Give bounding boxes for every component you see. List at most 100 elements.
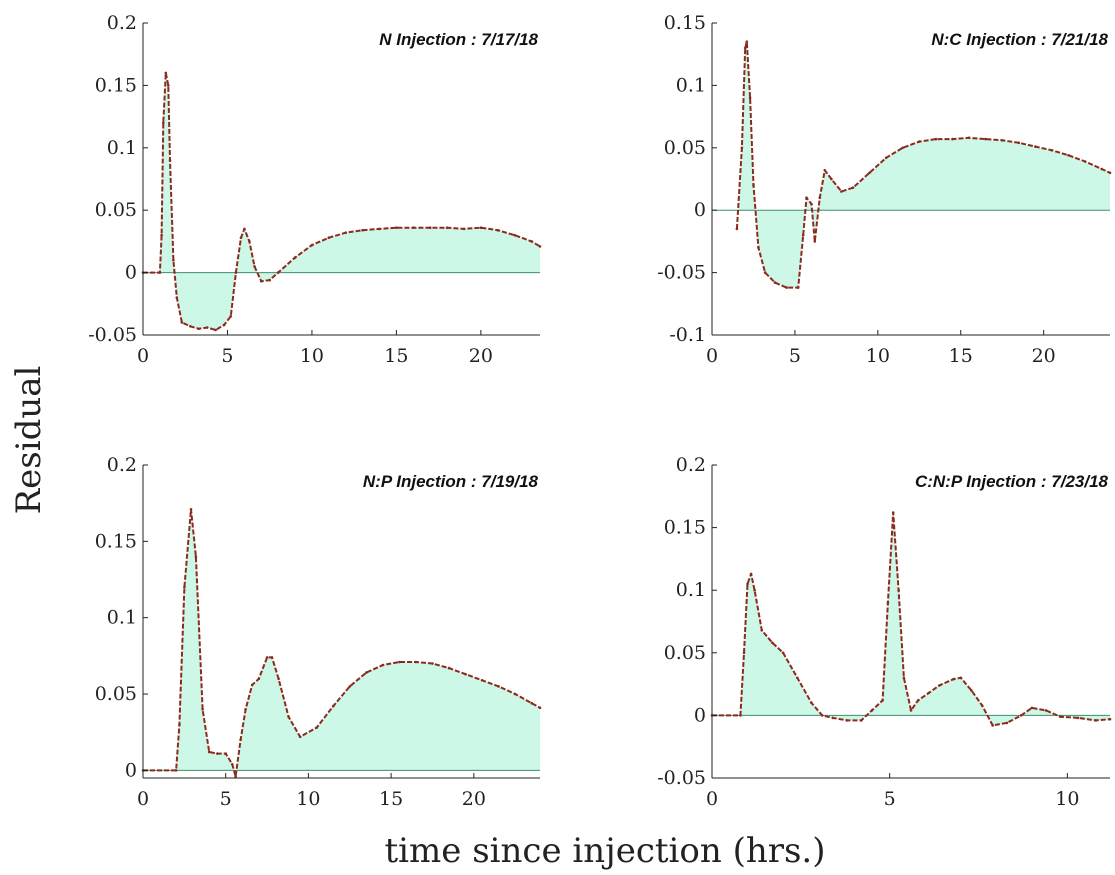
data-point <box>745 40 749 43</box>
y-tick-label: 0 <box>125 759 137 781</box>
data-point <box>959 676 963 680</box>
data-point <box>277 677 280 681</box>
data-point <box>881 699 884 702</box>
residual-area <box>143 72 540 331</box>
data-point <box>361 228 364 232</box>
data-point <box>1017 141 1021 145</box>
data-point <box>479 226 483 229</box>
data-point <box>1059 715 1062 718</box>
data-point <box>248 240 251 243</box>
data-point <box>538 245 542 248</box>
data-point <box>743 46 747 50</box>
y-tick-label: 0 <box>125 262 137 284</box>
residual-area <box>143 509 540 777</box>
data-point <box>1076 716 1080 720</box>
data-point <box>781 651 785 655</box>
data-point <box>1083 160 1087 163</box>
data-point <box>331 704 335 708</box>
data-point <box>167 84 170 87</box>
y-tick-label: -0.05 <box>88 324 137 346</box>
data-point <box>172 258 175 262</box>
x-tick-label: 10 <box>1055 788 1079 810</box>
data-point <box>868 171 871 175</box>
y-tick-label: 0.15 <box>95 74 137 96</box>
data-point <box>496 228 500 232</box>
data-point <box>771 641 774 645</box>
data-point <box>991 724 994 727</box>
data-point <box>796 286 800 289</box>
data-point <box>530 240 533 243</box>
data-point <box>967 136 971 140</box>
data-point <box>746 582 749 586</box>
data-point <box>748 96 752 100</box>
data-point <box>158 271 162 274</box>
data-point <box>365 671 368 674</box>
y-tick-label: 0.05 <box>95 683 137 705</box>
y-tick-label: 0.1 <box>676 74 706 96</box>
y-tick-label: 0.05 <box>664 642 706 664</box>
data-point <box>752 183 755 187</box>
data-point <box>909 709 913 712</box>
data-point <box>168 159 172 162</box>
data-point <box>823 169 827 172</box>
data-point <box>412 226 415 229</box>
data-point <box>293 256 297 259</box>
data-point <box>760 629 764 632</box>
data-point <box>891 511 895 514</box>
data-point <box>735 227 739 231</box>
data-point <box>818 196 822 199</box>
data-point <box>431 662 434 665</box>
data-point <box>445 226 449 229</box>
x-tick-label: 0 <box>706 788 718 810</box>
data-point <box>270 656 274 659</box>
y-tick-label: -0.1 <box>669 324 706 346</box>
data-point <box>820 714 824 717</box>
data-point <box>927 691 931 695</box>
data-point <box>801 233 805 237</box>
data-point <box>845 719 849 722</box>
data-point <box>189 325 192 328</box>
panel-title: N Injection : 7/17/18 <box>379 30 538 49</box>
x-tick-label: 15 <box>384 345 408 367</box>
data-point <box>1094 719 1098 722</box>
data-point <box>381 663 385 667</box>
data-point <box>344 231 348 234</box>
data-point <box>497 685 500 688</box>
data-point <box>1100 167 1103 171</box>
x-tick-label: 20 <box>1032 345 1056 367</box>
x-tick-label: 0 <box>706 345 718 367</box>
data-point <box>742 651 746 655</box>
data-point <box>851 186 855 189</box>
data-point <box>1000 139 1004 142</box>
data-point <box>1019 714 1023 717</box>
residual-line <box>143 71 541 331</box>
data-point <box>229 315 233 318</box>
data-point <box>462 227 466 231</box>
data-point <box>840 190 843 193</box>
data-point <box>934 137 938 141</box>
data-point <box>287 715 290 719</box>
data-point <box>257 677 261 681</box>
data-point <box>205 326 209 329</box>
data-point <box>1108 717 1112 721</box>
data-point <box>214 328 217 332</box>
x-tick-label: 5 <box>220 788 232 810</box>
data-point <box>464 672 467 676</box>
x-tick-label: 10 <box>866 345 890 367</box>
data-point <box>1050 149 1054 152</box>
data-point <box>276 271 280 274</box>
data-point <box>160 233 163 237</box>
data-point <box>239 236 243 239</box>
residual-area <box>736 41 1110 288</box>
y-tick-label: -0.05 <box>657 767 706 789</box>
data-point <box>178 723 181 726</box>
data-point <box>310 243 314 247</box>
data-point <box>1030 706 1034 710</box>
data-point <box>810 202 813 206</box>
data-point <box>763 271 767 274</box>
panel-np-injection: 0 0.05 0.1 0.15 0.2 0 5 10 15 20 N:P Injection : 7… <box>95 454 542 810</box>
data-point <box>222 323 226 327</box>
y-tick-label: 0.1 <box>107 137 137 159</box>
